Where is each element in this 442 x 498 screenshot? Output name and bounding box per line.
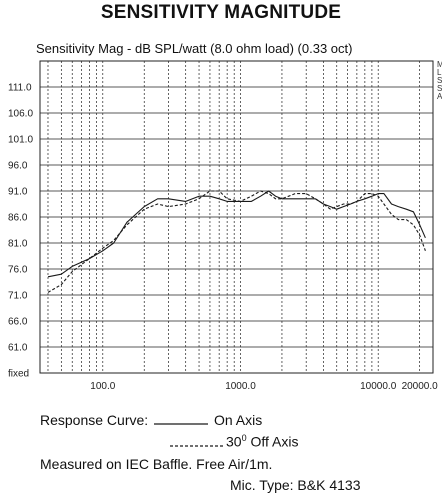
legend-off-axis-number: 30 xyxy=(226,434,242,450)
x-tick-label: 1000.0 xyxy=(225,381,256,392)
legend-dashed-line-swatch xyxy=(170,438,224,448)
legend-solid-line-swatch xyxy=(154,416,208,426)
y-tick-label: 81.0 xyxy=(8,239,28,250)
legend-response-curve-label: Response Curve: xyxy=(40,412,148,428)
mic-type: Mic. Type: B&K 4133 xyxy=(230,477,360,493)
y-tick-label: 66.0 xyxy=(8,317,28,328)
y-tick-label: 96.0 xyxy=(8,161,28,172)
legend-on-axis-label: On Axis xyxy=(214,412,262,428)
legend-off-axis-label: Off Axis xyxy=(247,434,299,450)
x-tick-label: 20000.0 xyxy=(402,381,439,392)
y-tick-label: 86.0 xyxy=(8,213,28,224)
y-tick-label: fixed xyxy=(8,369,29,380)
x-tick-label: 100.0 xyxy=(90,381,115,392)
side-label-letter: A xyxy=(437,92,442,101)
measurement-note: Measured on IEC Baffle. Free Air/1m. xyxy=(40,456,272,472)
y-tick-label: 61.0 xyxy=(8,343,28,354)
y-tick-label: 111.0 xyxy=(8,83,32,94)
x-tick-label: 10000.0 xyxy=(360,381,397,392)
legend-row-off-axis: 300 Off Axis xyxy=(170,433,298,450)
y-tick-label: 71.0 xyxy=(8,291,28,302)
y-tick-label: 101.0 xyxy=(8,135,33,146)
y-tick-label: 91.0 xyxy=(8,187,28,198)
on-axis-curve xyxy=(48,191,425,277)
y-tick-label: 106.0 xyxy=(8,109,33,120)
y-tick-label: 76.0 xyxy=(8,265,28,276)
off-axis-curve xyxy=(48,191,425,292)
legend-row-on-axis: Response Curve: On Axis xyxy=(40,412,262,428)
sensitivity-chart: 111.0 106.0 101.0 96.0 91.0 86.0 81.0 76.0 71.0 6… xyxy=(0,0,442,400)
